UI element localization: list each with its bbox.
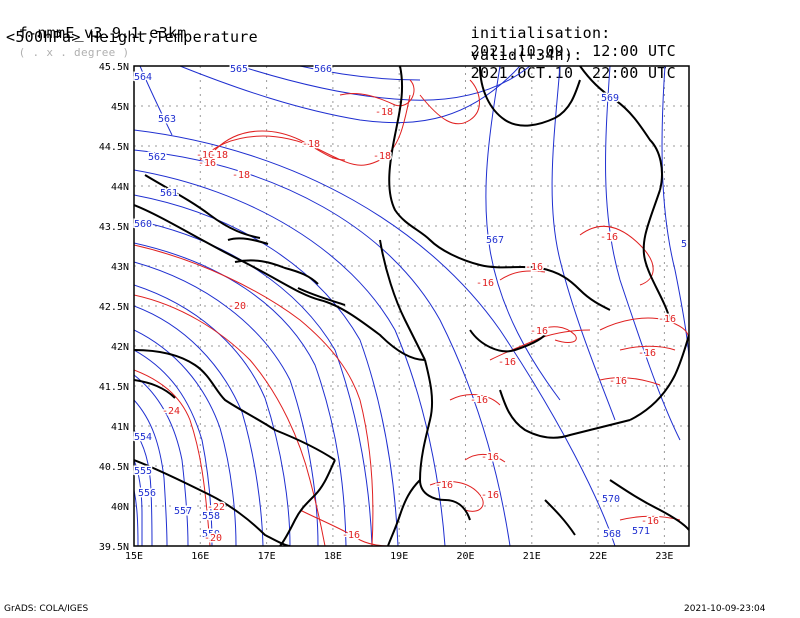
- temperature-contour-label: -16: [481, 490, 499, 501]
- latitude-tick-label: 45.5N: [99, 62, 129, 73]
- init-time: initialisation: 2021.10.09. 12:00 UTC: [452, 6, 676, 60]
- temperature-contour-label: -22: [207, 502, 225, 513]
- latitude-tick-label: 42N: [111, 342, 129, 353]
- latitude-tick-label: 43.5N: [99, 222, 129, 233]
- temperature-contour-label: -16: [470, 395, 488, 406]
- longitude-tick-label: 20E: [456, 551, 474, 562]
- temperature-contour-label: -20: [228, 301, 246, 312]
- temperature-contour-label: -18: [210, 150, 228, 161]
- coastlines-borders: [134, 66, 689, 546]
- longitude-tick-label: 16E: [191, 551, 209, 562]
- latitude-tick-label: 41.5N: [99, 382, 129, 393]
- latitude-tick-label: 45N: [111, 102, 129, 113]
- model-name: f-nmmE_v3.9.1-e3km: [18, 24, 187, 42]
- map-frame: [133, 65, 690, 547]
- latitude-tick-label: 43N: [111, 262, 129, 273]
- height-contour-label: 567: [486, 235, 504, 246]
- height-contour-label: 557: [174, 506, 192, 517]
- init-value: 2021.10.09. 12:00 UTC: [470, 42, 676, 60]
- height-contour-label: 565: [230, 64, 248, 75]
- temperature-contour-label: -16: [196, 150, 214, 161]
- height-contour-label: 562: [148, 152, 166, 163]
- temperature-contour-label: -20: [204, 533, 222, 544]
- temperature-contour-label: -24: [162, 406, 180, 417]
- temperature-contour-label: -16: [198, 158, 216, 169]
- temperature-contour-label: -16: [342, 530, 360, 541]
- temperature-contour-label: -18: [302, 139, 320, 150]
- height-contour-label: 564: [134, 72, 152, 83]
- height-contour-labels: 564 565 566 563 562 561 560 567 569 554 555 556 557 5…: [133, 63, 689, 542]
- latitude-tick-label: 44N: [111, 182, 129, 193]
- height-contour-label: 556: [138, 488, 156, 499]
- longitude-tick-label: 22E: [589, 551, 607, 562]
- temperature-contour-label: -16: [641, 516, 659, 527]
- temperature-contour-label: -18: [375, 107, 393, 118]
- latitude-tick-label: 40N: [111, 502, 129, 513]
- temperature-contour-label: -16: [481, 452, 499, 463]
- height-contour-label: 566: [314, 64, 332, 75]
- valid-label: valid(+34h):: [470, 46, 583, 64]
- init-label: initialisation:: [470, 24, 611, 42]
- footer-credit: GrADS: COLA/IGES: [4, 604, 89, 614]
- valid-time: valid(+34h): 2021.OCT.10 22:00 UTC: [452, 28, 676, 82]
- height-contour-label: 560: [134, 219, 152, 230]
- valid-value: 2021.OCT.10 22:00 UTC: [470, 64, 676, 82]
- latitude-axis: 45.5N 45N 44.5N 44N 43.5N 43N 42.5N 42N 41.5N 41N…: [99, 62, 129, 553]
- model-title: f-nmmE_v3.9.1-e3km ( . x . degree ): [0, 6, 187, 60]
- height-contour-label: 5: [681, 239, 687, 250]
- latitude-tick-label: 44.5N: [99, 142, 129, 153]
- latitude-tick-label: 42.5N: [99, 302, 129, 313]
- height-contour-label: 558: [202, 511, 220, 522]
- temperature-contour-label: -16: [476, 278, 494, 289]
- longitude-tick-label: 19E: [390, 551, 408, 562]
- height-contour-label: 554: [134, 432, 152, 443]
- height-contour-label: 570: [602, 494, 620, 505]
- height-contour-label: 571: [632, 526, 650, 537]
- height-contour-label: 555: [134, 466, 152, 477]
- temperature-contour-label: -16: [530, 326, 548, 337]
- latitude-tick-label: 41N: [111, 422, 129, 433]
- longitude-tick-label: 18E: [324, 551, 342, 562]
- longitude-tick-label: 23E: [655, 551, 673, 562]
- level-title: <500hPa> Height,Temperature: [6, 28, 258, 46]
- temperature-contour-label: -16: [638, 348, 656, 359]
- height-contour-label: 559: [202, 529, 220, 540]
- latitude-tick-label: 40.5N: [99, 462, 129, 473]
- temperature-contour-label: -18: [373, 151, 391, 162]
- temperature-contour-label: -16: [609, 376, 627, 387]
- height-contour-label: 561: [160, 188, 178, 199]
- temperature-contour-label: -16: [658, 314, 676, 325]
- model-resolution: ( . x . degree ): [18, 46, 130, 59]
- longitude-tick-label: 21E: [523, 551, 541, 562]
- temperature-contour-label: -16: [435, 480, 453, 491]
- temperature-contour-label: -18: [232, 170, 250, 181]
- temperature-contour-label: -16: [498, 357, 516, 368]
- temperature-contour-label: -16: [525, 262, 543, 273]
- longitude-tick-label: 17E: [258, 551, 276, 562]
- footer-timestamp: 2021-10-09-23:04: [684, 604, 766, 614]
- temperature-contour-labels: -18-18-18-18-16-18-16-16-16-16-16-16-16-…: [161, 106, 678, 546]
- height-contour-label: 563: [158, 114, 176, 125]
- height-contour-label: 568: [603, 529, 621, 540]
- temperature-contours: [134, 79, 689, 546]
- height-contour-label: 569: [601, 93, 619, 104]
- height-contours: [134, 66, 689, 546]
- longitude-axis: 15E 16E 17E 18E 19E 20E 21E 22E 23E: [125, 551, 673, 562]
- longitude-tick-label: 15E: [125, 551, 143, 562]
- graticule: [134, 66, 689, 546]
- latitude-tick-label: 39.5N: [99, 542, 129, 553]
- temperature-contour-label: -16: [600, 232, 618, 243]
